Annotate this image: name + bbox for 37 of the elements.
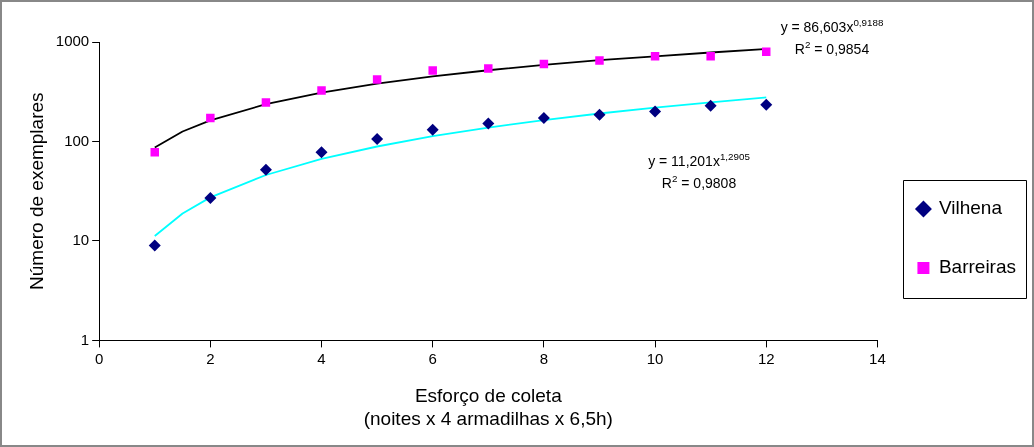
y-axis-title: Número de exemplares: [25, 92, 47, 290]
point: [484, 64, 493, 73]
x-tick-label: 8: [539, 349, 549, 367]
point: [537, 112, 550, 125]
point: [706, 51, 715, 61]
point: [595, 56, 604, 65]
x-tick-label: 10: [646, 349, 664, 367]
x-tick-label: 14: [869, 349, 886, 367]
point: [371, 132, 384, 145]
point: [206, 113, 215, 123]
point: [426, 123, 439, 136]
point: [317, 86, 326, 95]
point: [259, 163, 272, 176]
legend-label: Barreiras: [938, 256, 1016, 278]
legend-label: Vilhena: [938, 197, 1003, 219]
y-tick-label: 10: [72, 231, 90, 249]
point: [482, 117, 495, 130]
x-tick-label: 4: [317, 349, 326, 367]
x-tick-label: 0: [95, 349, 104, 367]
point: [428, 66, 437, 75]
y-tick-label: 100: [64, 131, 90, 149]
point: [148, 239, 161, 252]
y-tick-label: 1000: [55, 32, 90, 50]
y-tick-label: 1: [80, 330, 90, 348]
x-axis-title: Esforço de coleta (noites x 4 armadilhas x 6,5h): [363, 385, 613, 429]
point: [204, 192, 217, 205]
x-tick-label: 12: [757, 349, 775, 367]
point: [704, 99, 717, 112]
point: [762, 47, 771, 56]
point: [315, 146, 328, 159]
point: [372, 75, 382, 84]
point: [261, 98, 271, 107]
point: [593, 108, 606, 121]
x-tick-label: 2: [206, 349, 215, 367]
point: [760, 98, 773, 111]
x-tick-label: 6: [428, 349, 437, 367]
point: [649, 105, 662, 118]
